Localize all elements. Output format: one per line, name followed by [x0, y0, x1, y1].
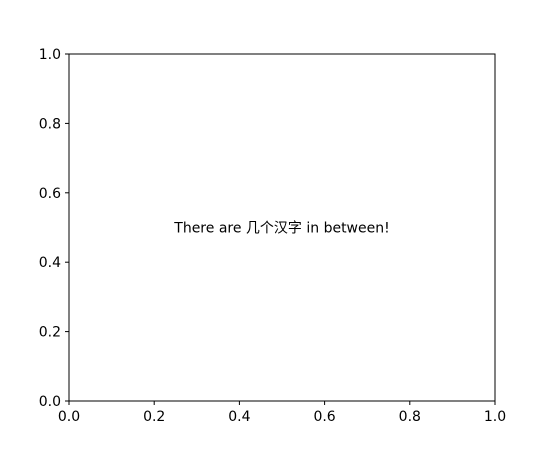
x-tick-label: 0.2: [143, 409, 165, 425]
y-tick-label: 0.0: [39, 394, 61, 410]
y-tick-label: 0.4: [39, 255, 61, 271]
x-axis: 0.0 0.2 0.4 0.6 0.8 1.0: [58, 401, 506, 425]
y-tick-label: 0.2: [39, 325, 61, 341]
x-tick-label: 0.6: [313, 409, 335, 425]
x-tick-label: 0.8: [399, 409, 421, 425]
y-tick-label: 0.6: [39, 186, 61, 202]
x-tick-label: 0.0: [58, 409, 80, 425]
axes-frame: [68, 53, 496, 402]
y-tick-label: 0.8: [39, 116, 61, 132]
y-tick-label: 1.0: [39, 47, 61, 63]
plot-area: 0.0 0.2 0.4 0.6 0.8 1.0 0.0 0.2 0.4 0.6 0.8 1.0 Th…: [39, 47, 506, 425]
annotation-text: There are 几个汉字 in between!: [173, 221, 389, 237]
annotation-layer: There are 几个汉字 in between!: [173, 221, 389, 237]
x-tick-label: 0.4: [228, 409, 250, 425]
x-tick-label: 1.0: [484, 409, 506, 425]
y-axis: 0.0 0.2 0.4 0.6 0.8 1.0: [39, 47, 69, 410]
